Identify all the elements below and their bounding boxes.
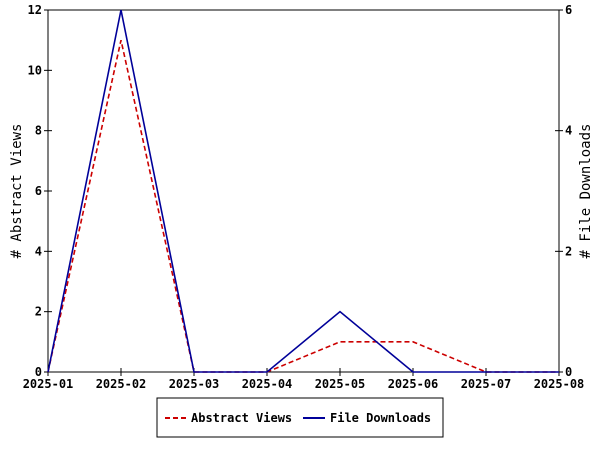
x-tick-label: 2025-04	[242, 377, 293, 391]
x-axis-ticks: 2025-01 2025-02 2025-03 2025-04 2025-05 2025-…	[23, 368, 585, 391]
legend-box	[156, 397, 444, 438]
left-y-tick-label: 8	[35, 124, 42, 138]
x-tick-label: 2025-05	[315, 377, 366, 391]
series-layer	[47, 9, 559, 373]
series-line-file-downloads	[47, 9, 559, 373]
x-tick-label: 2025-07	[461, 377, 512, 391]
left-y-axis-ticks: 0 2 4 6 8 10 12	[28, 3, 52, 379]
x-tick-label: 2025-02	[96, 377, 147, 391]
left-y-tick-label: 10	[28, 63, 42, 77]
legend-label-abstract-views: Abstract Views	[191, 411, 292, 425]
left-y-axis-title: # Abstract Views	[9, 124, 25, 259]
left-y-tick-label: 12	[28, 3, 42, 17]
series-line-abstract-views	[47, 39, 559, 373]
left-y-tick-label: 6	[35, 184, 42, 198]
x-tick-label: 2025-08	[534, 377, 585, 391]
right-y-tick-label: 6	[565, 3, 572, 17]
x-tick-label: 2025-03	[169, 377, 220, 391]
right-y-axis-title: # File Downloads	[578, 124, 594, 259]
left-y-tick-label: 4	[35, 244, 42, 258]
right-y-tick-label: 0	[565, 365, 572, 379]
left-y-tick-label: 0	[35, 365, 42, 379]
legend-label-file-downloads: File Downloads	[330, 411, 431, 425]
x-tick-label: 2025-01	[23, 377, 74, 391]
x-tick-label: 2025-06	[388, 377, 439, 391]
right-y-tick-label: 4	[565, 124, 572, 138]
left-y-tick-label: 2	[35, 305, 42, 319]
legend: Abstract Views File Downloads	[156, 397, 444, 438]
plot-area	[47, 9, 560, 373]
right-y-tick-label: 2	[565, 244, 572, 258]
